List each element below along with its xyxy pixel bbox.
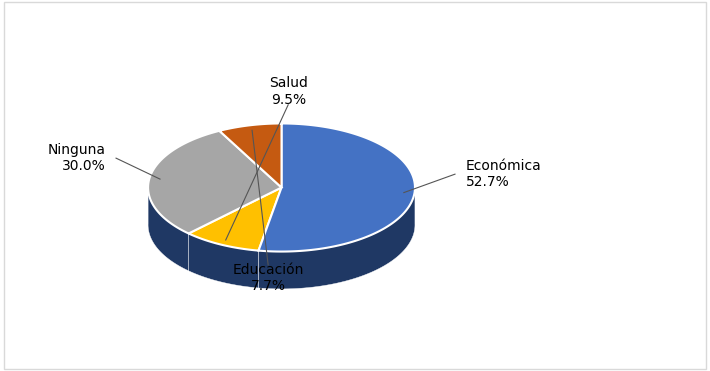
- Polygon shape: [148, 131, 282, 233]
- Polygon shape: [219, 124, 282, 187]
- Text: Económica
52.7%: Económica 52.7%: [466, 159, 542, 189]
- Text: Ninguna
30.0%: Ninguna 30.0%: [48, 143, 105, 173]
- Polygon shape: [258, 124, 415, 252]
- Text: Educación
7.7%: Educación 7.7%: [232, 263, 304, 293]
- Polygon shape: [148, 186, 189, 271]
- Polygon shape: [258, 186, 415, 289]
- Polygon shape: [189, 233, 258, 288]
- Polygon shape: [189, 187, 282, 250]
- Text: Salud
9.5%: Salud 9.5%: [269, 76, 307, 106]
